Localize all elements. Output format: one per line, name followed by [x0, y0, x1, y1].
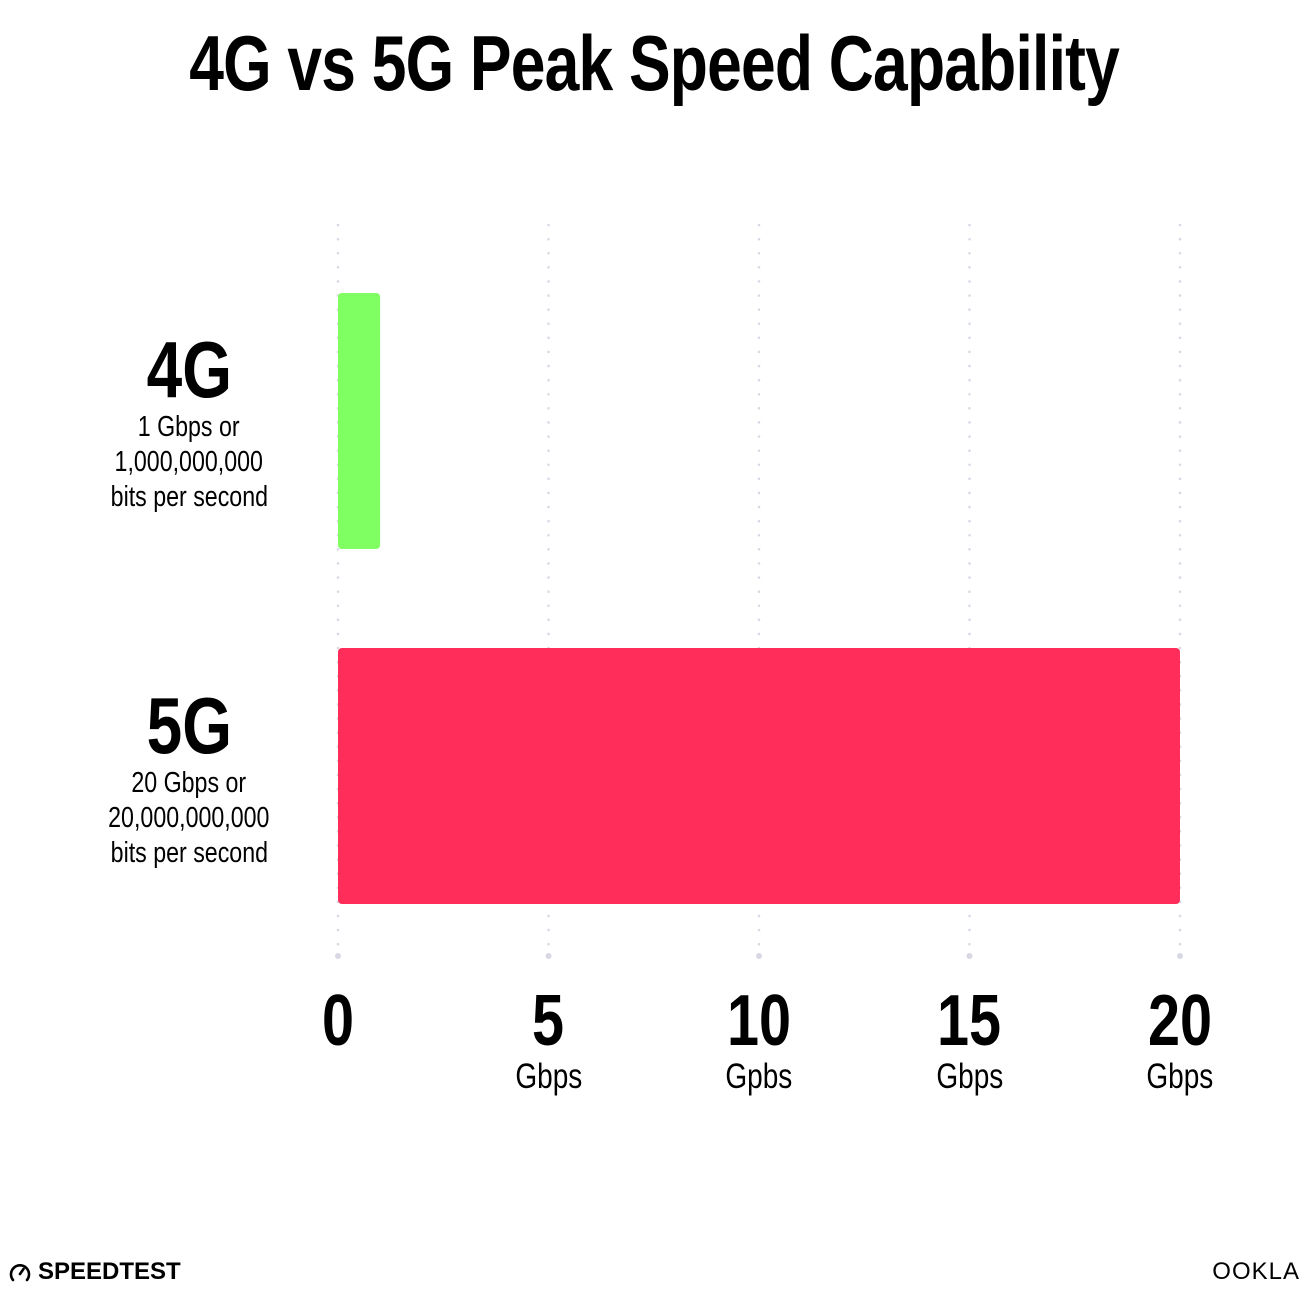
x-tick-label: 15 Gbps — [870, 985, 1070, 1097]
tick-unit: Gpbs — [725, 1057, 793, 1096]
tick-dot — [335, 953, 341, 959]
x-tick-label: 5 Gbps — [449, 985, 649, 1097]
speedtest-logo: SPEEDTEST — [8, 1258, 181, 1286]
tick-dot — [1177, 953, 1183, 959]
x-tick-label: 10 Gpbs — [659, 985, 859, 1097]
tick-dot — [545, 953, 552, 959]
chart-title: 4G vs 5G Peak Speed Capability — [189, 19, 1120, 107]
category-label-5g: 5G 20 Gbps or 20,000,000,000 bits per se… — [108, 681, 270, 870]
tick-value: 0 — [321, 981, 355, 1061]
tick-unit: Gbps — [515, 1057, 582, 1096]
tick-value: 5 — [532, 981, 565, 1061]
bar-5g — [338, 648, 1180, 904]
ookla-logo: OOKLA — [1212, 1258, 1300, 1285]
tick-dot — [756, 953, 762, 959]
tick-value: 20 — [1147, 981, 1213, 1061]
x-tick-label: 20 Gbps — [1080, 985, 1280, 1097]
bar-4g — [338, 293, 381, 549]
x-tick-label: 0 — [238, 985, 438, 1097]
tick-value: 15 — [937, 981, 1002, 1061]
category-label-4g: 4G 1 Gbps or 1,000,000,000 bits per seco… — [110, 325, 268, 514]
tick-unit: Gbps — [936, 1057, 1003, 1096]
tick-value: 10 — [726, 981, 792, 1061]
tick-unit: Gbps — [1146, 1057, 1214, 1096]
tick-dot — [966, 953, 973, 959]
speedometer-icon — [9, 1264, 31, 1282]
